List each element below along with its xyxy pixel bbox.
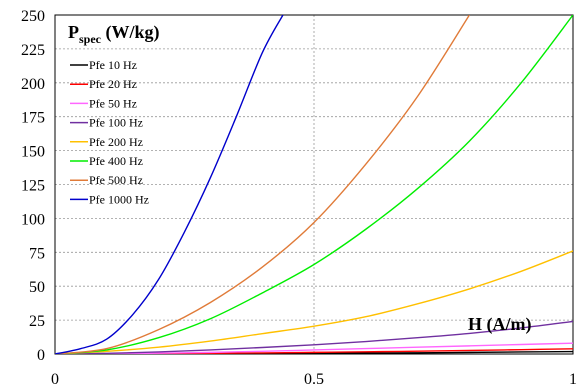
series-line-pfe-1000-hz [55, 15, 284, 354]
legend: Pfe 10 Hz Pfe 20 Hz Pfe 50 Hz Pfe 100 Hz Pfe… [70, 58, 149, 206]
legend-entry: Pfe 100 Hz [89, 116, 143, 130]
series-line-pfe-500-hz [55, 15, 470, 354]
y-tick-label: 225 [21, 42, 45, 59]
y-axis-label-main: P [68, 22, 79, 42]
legend-entry: Pfe 10 Hz [89, 58, 137, 72]
legend-entry: Pfe 20 Hz [89, 77, 137, 91]
y-tick-label: 150 [21, 144, 45, 161]
y-tick-label: 50 [29, 279, 45, 296]
series-line-pfe-50-hz [55, 342, 573, 354]
x-tick-label: 1 [569, 371, 577, 387]
series-lines [55, 15, 573, 354]
y-axis-label: Pspec (W/kg) [68, 22, 160, 46]
x-tick-label: 0.5 [304, 371, 324, 387]
legend-entry: Pfe 400 Hz [89, 154, 143, 168]
grid-lines [55, 15, 573, 354]
series-line-pfe-200-hz [55, 250, 573, 354]
x-axis-label: H (A/m) [468, 314, 531, 335]
legend-entry: Pfe 50 Hz [89, 96, 137, 110]
y-tick-label: 125 [21, 178, 45, 195]
y-tick-label: 25 [29, 313, 45, 330]
y-axis-label-unit: (W/kg) [101, 22, 160, 43]
x-tick-label: 0 [51, 371, 59, 387]
tick-labels: 0 25 50 75 100 125 150 175 200 225 250 0 0.5 1 [21, 8, 577, 387]
y-tick-label: 75 [29, 245, 45, 262]
y-tick-label: 200 [21, 76, 45, 93]
series-line-pfe-100-hz [55, 320, 573, 354]
legend-entry: Pfe 500 Hz [89, 173, 143, 187]
y-axis-label-subscript: spec [79, 32, 102, 46]
y-tick-label: 100 [21, 211, 45, 228]
y-tick-label: 175 [21, 110, 45, 127]
legend-entry: Pfe 1000 Hz [89, 192, 149, 206]
y-tick-label: 0 [37, 347, 45, 364]
y-tick-label: 250 [21, 8, 45, 25]
series-line-pfe-400-hz [55, 15, 573, 354]
legend-entry: Pfe 200 Hz [89, 135, 143, 149]
